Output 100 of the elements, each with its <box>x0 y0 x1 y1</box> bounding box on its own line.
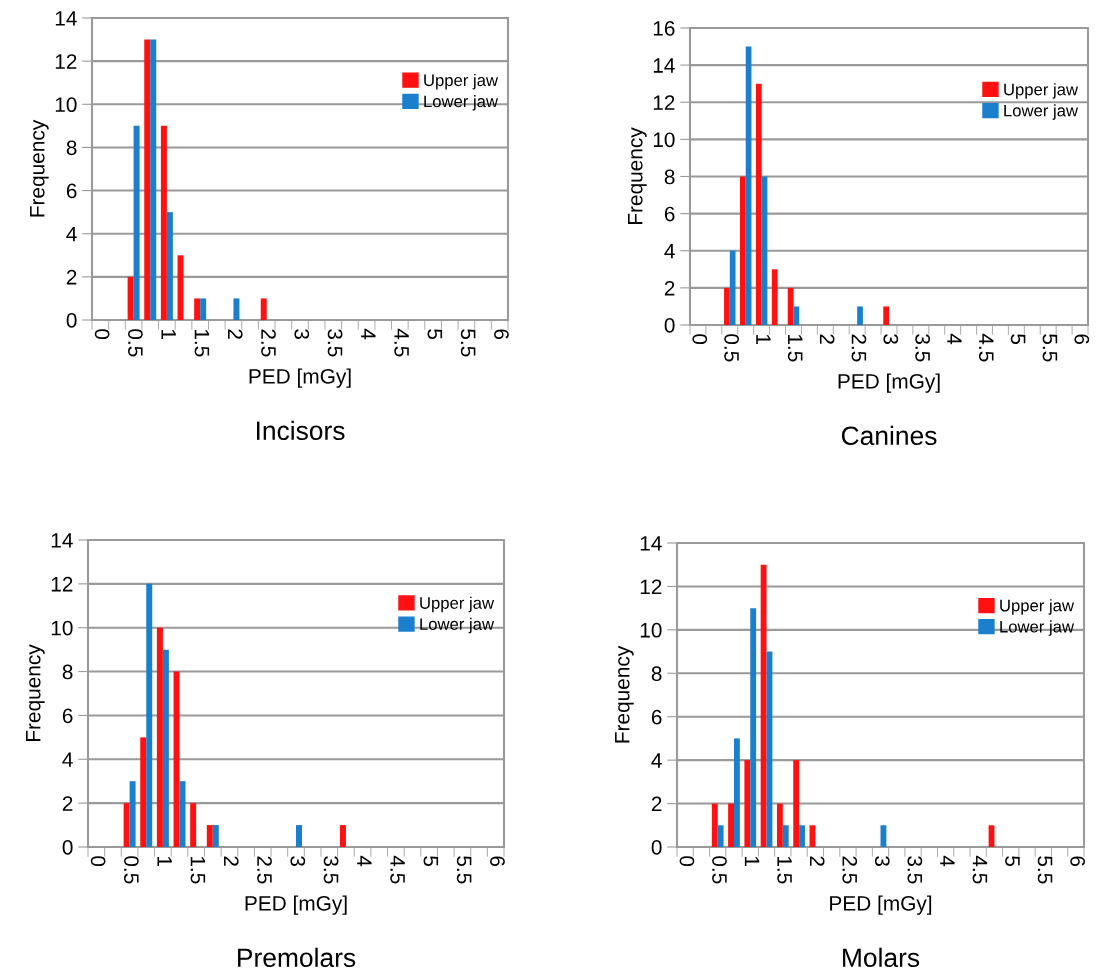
bar <box>212 825 219 847</box>
x-tick-label: 3 <box>874 856 890 866</box>
y-tick-label: 14 <box>653 58 675 73</box>
text: Canines <box>841 425 937 446</box>
bar <box>179 781 186 847</box>
y-tick-label: 8 <box>651 666 662 682</box>
bar <box>166 212 173 320</box>
x-tick-label: 1.5 <box>190 856 206 884</box>
bar <box>123 803 130 847</box>
x-tick-label: 5 <box>1010 334 1026 345</box>
bar <box>750 608 757 847</box>
y-tick-label: 0 <box>651 840 662 855</box>
bar <box>793 760 800 847</box>
x-tick-label: 2.5 <box>257 856 272 884</box>
y-axis-title: Frequency <box>615 645 634 743</box>
x-tick-label: 5 <box>1005 856 1020 867</box>
bar <box>857 306 863 325</box>
x-tick-label: 1 <box>756 334 771 344</box>
bar <box>729 250 736 325</box>
y-tick-label: 8 <box>62 664 73 680</box>
legend-label: Lower jaw <box>420 617 495 634</box>
y-tick-label: 14 <box>55 11 77 26</box>
x-tick-label: 5.5 <box>1037 856 1053 884</box>
y-tick-label: 14 <box>51 533 73 548</box>
x-tick-label: 0.5 <box>128 329 143 357</box>
x-tick-label: 6 <box>494 329 509 339</box>
y-tick-label: 2 <box>664 280 675 296</box>
x-tick-label: 3.5 <box>907 856 923 884</box>
x-tick-label: 3 <box>883 334 899 344</box>
bar <box>206 825 213 847</box>
x-tick-label: 2.5 <box>842 856 858 884</box>
x-tick-label: 0 <box>94 329 110 340</box>
bar <box>156 627 163 847</box>
y-axis-title: Frequency <box>26 644 45 741</box>
bar <box>140 737 147 847</box>
x-tick-label: 0 <box>679 856 695 867</box>
y-tick-label: 16 <box>653 21 675 36</box>
bar <box>793 306 800 325</box>
x-tick-label: 2.5 <box>851 334 867 362</box>
x-tick-label: 0.5 <box>712 856 727 884</box>
y-tick-label: 2 <box>62 796 73 811</box>
bar <box>724 287 730 325</box>
legend-label: Upper jaw <box>424 73 499 90</box>
y-tick-label: 4 <box>66 226 77 242</box>
y-tick-label: 4 <box>62 752 73 767</box>
x-tick-label: 5.5 <box>1042 334 1058 362</box>
bar <box>799 825 805 847</box>
y-tick-label: 6 <box>664 206 675 222</box>
bar <box>339 825 346 847</box>
y-axis-title: Frequency <box>628 127 647 224</box>
y-tick-label: 4 <box>664 243 675 259</box>
bar <box>771 269 778 325</box>
bar <box>146 583 153 847</box>
x-tick-label: 0.5 <box>124 856 139 884</box>
x-tick-label: 4 <box>940 855 955 867</box>
x-tick-label: 2 <box>819 334 835 344</box>
bar <box>717 825 724 847</box>
x-tick-label: 3.5 <box>915 334 930 362</box>
y-tick-label: 10 <box>55 97 77 113</box>
bar <box>755 83 762 325</box>
x-axis-title: PED [mGy] <box>838 373 940 393</box>
bar <box>733 738 740 847</box>
bar <box>711 803 718 847</box>
legend-label: Upper jaw <box>1000 599 1075 615</box>
bar <box>194 298 201 320</box>
y-tick-label: 12 <box>653 95 675 110</box>
y-tick-label: 2 <box>66 269 77 285</box>
y-tick-label: 12 <box>51 576 73 592</box>
legend-label: Lower jaw <box>424 95 499 111</box>
y-tick-label: 12 <box>640 579 662 594</box>
x-tick-label: 1.5 <box>787 334 803 362</box>
y-tick-label: 8 <box>66 140 77 156</box>
bar <box>190 803 197 847</box>
y-tick-label: 4 <box>651 753 662 768</box>
bar <box>782 825 789 847</box>
x-tick-label: 5.5 <box>460 329 476 357</box>
y-tick-label: 6 <box>62 708 73 724</box>
x-tick-label: 3.5 <box>327 329 343 357</box>
bar <box>883 306 889 325</box>
y-tick-label: 0 <box>66 313 77 328</box>
legend-label: Lower jaw <box>1004 104 1079 120</box>
bar <box>233 298 240 320</box>
bar <box>728 803 734 847</box>
x-tick-label: 2 <box>228 329 243 339</box>
x-tick-label: 6 <box>1074 334 1090 344</box>
x-tick-label: 3.5 <box>323 856 339 884</box>
x-axis-title: PED [mGy] <box>830 895 932 915</box>
x-tick-label: 4 <box>357 855 372 867</box>
bar <box>200 298 207 320</box>
x-tick-label: 1 <box>744 856 760 866</box>
y-tick-label: 6 <box>66 183 77 199</box>
x-tick-label: 6 <box>490 856 505 866</box>
x-tick-label: 4.5 <box>394 328 409 357</box>
text: Molars <box>843 947 920 968</box>
x-tick-label: 0 <box>692 334 708 345</box>
bar <box>776 803 783 847</box>
x-tick-label: 4.5 <box>972 855 988 884</box>
x-tick-label: 5 <box>427 329 443 340</box>
x-tick-label: 1.5 <box>777 856 792 884</box>
x-tick-label: 1.5 <box>194 329 210 357</box>
